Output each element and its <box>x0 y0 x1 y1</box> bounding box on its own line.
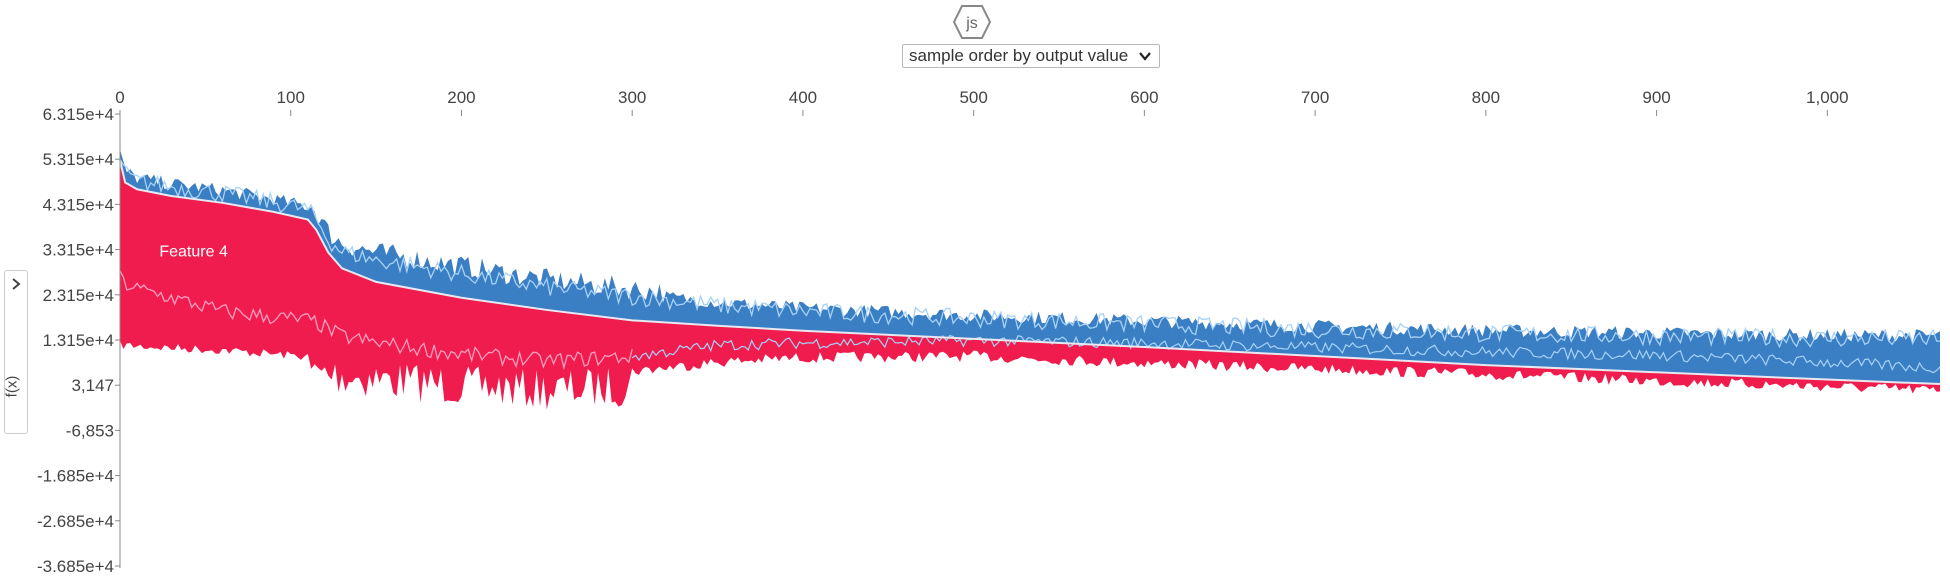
x-tick-label: 800 <box>1472 88 1500 107</box>
y-tick-label: -6,853 <box>66 421 114 440</box>
x-tick-label: 1,000 <box>1806 88 1849 107</box>
output-value-line <box>119 159 1941 386</box>
y-tick-label: 6.315e+4 <box>43 105 114 124</box>
x-tick-label: 100 <box>277 88 305 107</box>
x-tick-label: 400 <box>789 88 817 107</box>
y-tick-label: 3,147 <box>71 376 114 395</box>
x-tick-label: 500 <box>959 88 987 107</box>
y-tick-label: -1.685e+4 <box>37 467 114 486</box>
js-logo-text: js <box>965 15 978 32</box>
y-tick-label: 1.315e+4 <box>43 331 114 350</box>
y-tick-label: 4.315e+4 <box>43 195 114 214</box>
chevron-down-icon <box>1139 52 1151 61</box>
feature-line-positive <box>119 270 633 371</box>
sample-order-select[interactable]: sample order by output value <box>902 44 1160 68</box>
y-tick-label: -2.685e+4 <box>37 512 114 531</box>
x-tick-label: 200 <box>447 88 475 107</box>
y-tick-label: -3.685e+4 <box>37 557 114 576</box>
x-tick-label: 600 <box>1130 88 1158 107</box>
sidebar-toggle-button[interactable] <box>4 270 28 434</box>
js-logo: js <box>952 5 992 39</box>
feature-line-negative <box>631 334 1941 374</box>
y-tick-label: 2.315e+4 <box>43 286 114 305</box>
chevron-right-icon <box>12 278 21 290</box>
x-tick-label: 700 <box>1301 88 1329 107</box>
y-tick-label: 5.315e+4 <box>43 150 114 169</box>
negative-feature-area <box>120 149 1940 385</box>
x-tick-label: 300 <box>618 88 646 107</box>
x-tick-label: 0 <box>115 88 124 107</box>
y-tick-label: 3.315e+4 <box>43 241 114 260</box>
negative-boundary-line <box>119 159 1941 349</box>
x-tick-label: 900 <box>1642 88 1670 107</box>
feature-label: Feature 4 <box>159 243 228 260</box>
positive-feature-area <box>120 159 1940 410</box>
y-axis-title: f(x) <box>3 375 21 397</box>
sample-order-select-value: sample order by output value <box>909 46 1129 65</box>
